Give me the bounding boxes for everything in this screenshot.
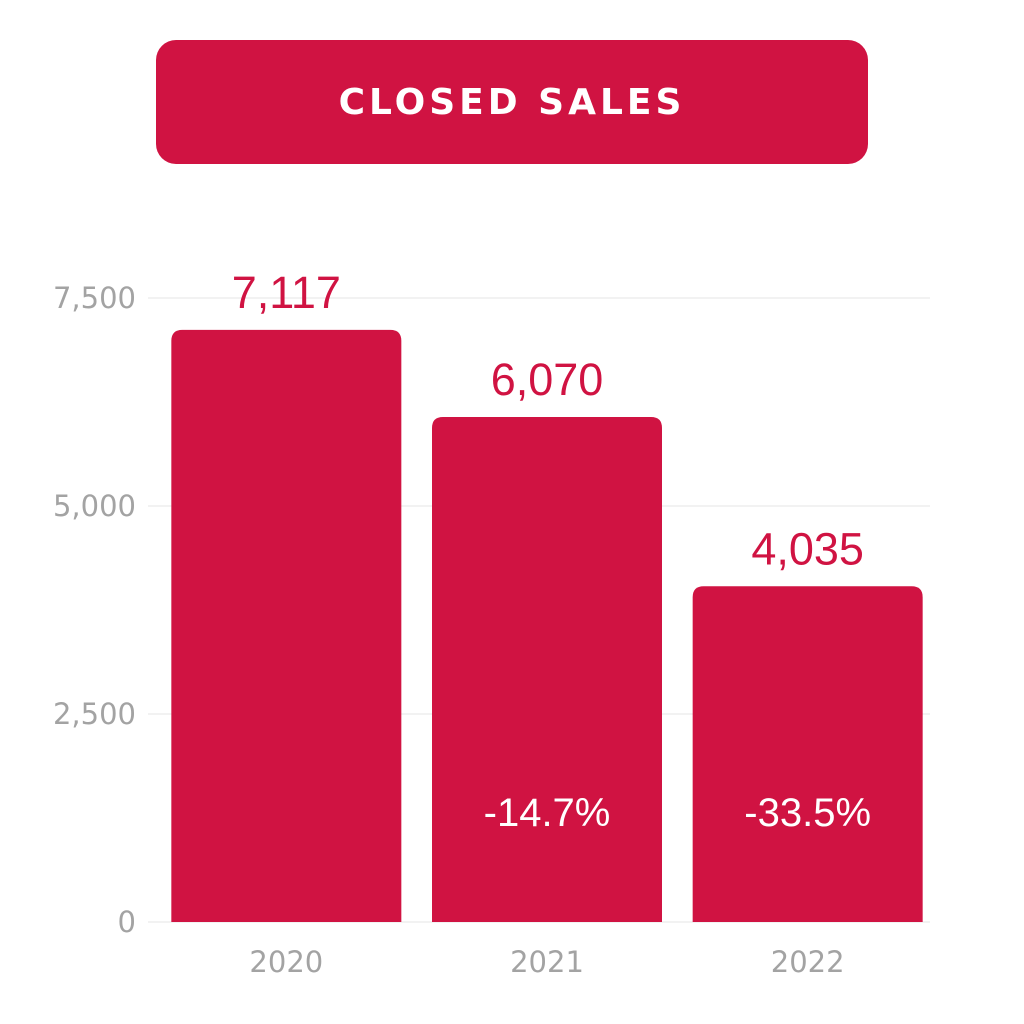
y-tick-label: 5,000 [53,489,136,523]
bar-2021 [432,416,662,922]
data-labels: 7,117 6,070 -14.7% 4,035 -33.5% [232,267,871,835]
chart-title-banner: CLOSED SALES [156,40,868,164]
change-label: -33.5% [744,791,871,835]
y-tick-label: 0 [118,905,136,939]
chart-title: CLOSED SALES [338,81,686,123]
bar-2022 [692,586,923,922]
x-axis-ticks: 2020 2021 2022 [249,945,844,979]
value-label: 7,117 [232,267,341,318]
change-label: -14.7% [484,791,611,835]
y-tick-label: 7,500 [53,281,136,315]
y-tick-label: 2,500 [53,697,136,731]
x-tick-label: 2022 [771,945,845,979]
value-label: 4,035 [751,523,864,574]
value-label: 6,070 [491,354,604,405]
bar-2020 [171,329,402,922]
x-tick-label: 2020 [249,945,323,979]
y-axis-ticks: 0 2,500 5,000 7,500 [53,281,136,939]
x-tick-label: 2021 [510,945,584,979]
bars [171,329,923,922]
